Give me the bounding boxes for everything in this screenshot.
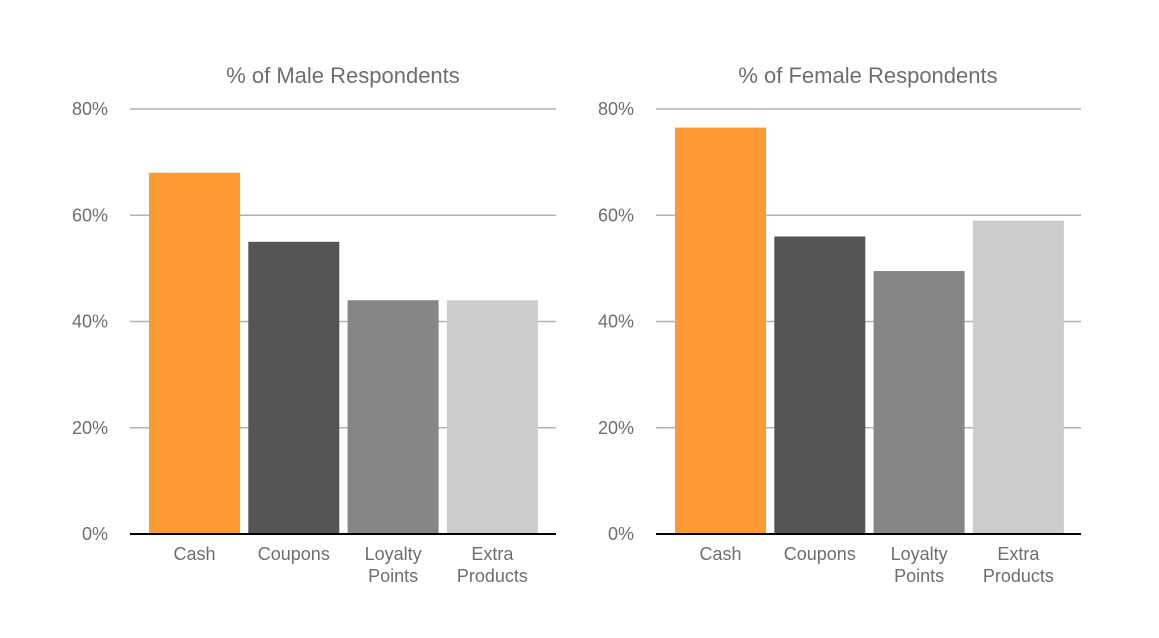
bar-extra-products [972, 220, 1064, 534]
x-tick-label: Products [457, 566, 528, 586]
bar-coupons [774, 236, 866, 534]
y-tick-label: 40% [72, 312, 108, 332]
x-tick-label: Products [983, 566, 1054, 586]
bar-cash [149, 172, 240, 534]
bar-loyalty-points [873, 271, 965, 534]
x-tick-label: Points [894, 566, 944, 586]
bar-cash [675, 127, 766, 534]
x-tick-label: Extra [997, 544, 1040, 564]
x-tick-label: Coupons [784, 544, 856, 564]
bar-coupons [248, 241, 340, 534]
y-tick-label: 80% [72, 99, 108, 119]
x-tick-label: Points [368, 566, 418, 586]
x-tick-label: Cash [699, 544, 741, 564]
chart-title: % of Male Respondents [226, 63, 460, 88]
bar-extra-products [446, 300, 538, 534]
x-tick-label: Extra [471, 544, 514, 564]
x-tick-label: Coupons [258, 544, 330, 564]
y-tick-label: 0% [608, 524, 634, 544]
male-respondents-chart: % of Male Respondents 0% 20% 40% 60% 80% Cash C… [72, 63, 556, 586]
y-tick-label: 0% [82, 524, 108, 544]
x-tick-label: Loyalty [891, 544, 948, 564]
x-tick-label: Loyalty [365, 544, 422, 564]
x-tick-label: Cash [173, 544, 215, 564]
y-tick-label: 60% [72, 205, 108, 225]
y-tick-label: 40% [598, 312, 634, 332]
y-tick-label: 60% [598, 205, 634, 225]
y-tick-label: 20% [72, 418, 108, 438]
bar-loyalty-points [347, 300, 439, 534]
y-tick-label: 80% [598, 99, 634, 119]
chart-title: % of Female Respondents [738, 63, 997, 88]
female-respondents-chart: % of Female Respondents 0% 20% 40% 60% 80% Cas… [598, 63, 1081, 586]
y-tick-label: 20% [598, 418, 634, 438]
